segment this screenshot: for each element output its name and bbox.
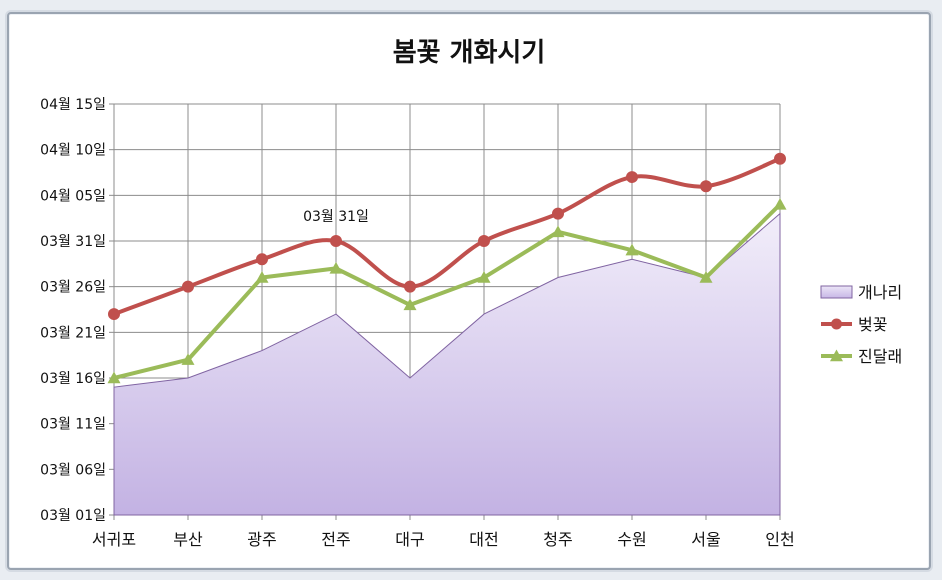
x-tick-label: 대구	[395, 530, 424, 549]
legend-label: 벚꽃	[858, 315, 887, 334]
y-tick-label: 04월 15일	[40, 97, 106, 113]
legend-marker	[831, 318, 842, 330]
x-tick-label: 전주	[321, 530, 350, 549]
x-tick-label: 서울	[691, 530, 720, 549]
x-tick-label: 수원	[617, 530, 646, 549]
circle-marker	[330, 235, 342, 247]
circle-marker	[256, 253, 268, 266]
x-axis: 서귀포 부산 광주 전주 대구 대전 청주 수원 서울 인천	[92, 515, 795, 549]
y-axis: 03월 01일 03월 06일 03월 11일 03월 16일 03월 21일 03월 2…	[40, 97, 114, 524]
circle-marker	[404, 280, 416, 293]
triangle-marker	[329, 261, 343, 274]
data-label: 03월 31일	[303, 209, 369, 225]
x-tick-label: 대전	[469, 530, 498, 549]
triangle-marker	[625, 243, 639, 256]
triangle-marker	[403, 298, 417, 311]
series-line	[112, 156, 782, 317]
triangle-marker	[551, 225, 565, 238]
chart-frame: 봄꽃 개화시기 03월 01일 03월 06일 03월 11일 03월 16일 03월 …	[7, 12, 931, 570]
y-tick-label: 03월 11일	[40, 417, 106, 433]
circle-marker	[182, 280, 194, 293]
x-tick-label: 서귀포	[92, 530, 136, 549]
y-tick-label: 03월 31일	[40, 234, 106, 250]
chart-title: 봄꽃 개화시기	[393, 38, 546, 68]
triangle-marker	[181, 353, 195, 365]
circle-marker	[700, 180, 712, 193]
y-tick-label: 04월 05일	[40, 188, 106, 204]
y-tick-label: 04월 10일	[40, 143, 106, 159]
triangle-marker	[699, 271, 713, 283]
circle-marker	[774, 152, 786, 165]
area-series-fill	[113, 212, 781, 516]
triangle-marker	[477, 271, 491, 283]
x-tick-label: 청주	[543, 530, 572, 549]
triangle-marker	[255, 271, 269, 283]
circle-marker	[108, 308, 120, 321]
series-line	[112, 202, 782, 380]
legend-marker	[830, 349, 843, 362]
x-tick-label: 부산	[173, 530, 203, 549]
legend-swatch	[820, 285, 853, 299]
legend-label: 개나리	[858, 283, 902, 302]
circle-marker	[626, 171, 638, 184]
legend-label: 진달래	[858, 347, 902, 366]
plot-area: 03월 31일	[107, 152, 787, 516]
circle-marker	[478, 235, 490, 247]
triangle-marker	[107, 371, 121, 384]
y-tick-label: 03월 01일	[40, 508, 106, 524]
x-tick-label: 광주	[247, 530, 276, 549]
triangle-marker	[773, 197, 787, 210]
circle-marker	[552, 207, 564, 220]
y-tick-label: 03월 16일	[40, 371, 106, 387]
x-tick-label: 인천	[765, 530, 794, 549]
y-tick-label: 03월 26일	[40, 280, 106, 296]
y-tick-label: 03월 21일	[40, 325, 106, 341]
y-tick-label: 03월 06일	[40, 462, 106, 478]
